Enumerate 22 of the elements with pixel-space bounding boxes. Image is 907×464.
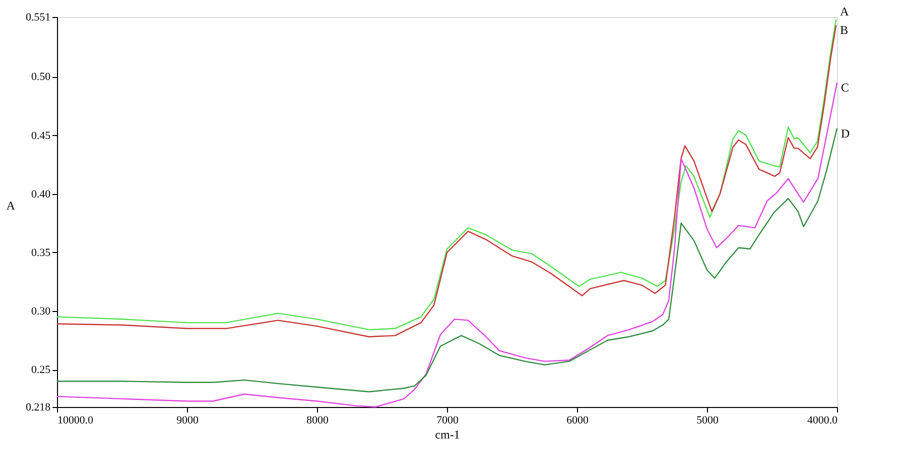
y-tick-label: 0.40 (31, 188, 51, 200)
y-tick-label: 0.551 (26, 12, 50, 24)
series-label: B (840, 23, 848, 38)
x-tick-label: 9000 (176, 414, 199, 426)
series-label: D (841, 126, 850, 140)
y-tick-label: 0.50 (31, 71, 51, 84)
x-axis-title: cm-1 (435, 428, 460, 442)
y-tick-label: 0.35 (31, 246, 51, 259)
x-tick-label: 5000 (696, 414, 719, 426)
y-axis-title: A (6, 198, 16, 212)
line-series (56, 128, 838, 392)
y-tick-label: 0.218 (26, 402, 51, 414)
y-tick-label: 0.25 (31, 364, 51, 376)
x-tick-label: 7000 (436, 414, 459, 426)
x-tick-label: 10000.0 (58, 414, 94, 426)
x-tick-label: 6000 (566, 414, 589, 426)
x-tick-label: 8000 (306, 414, 329, 426)
y-tick-label: 0.45 (31, 130, 51, 142)
y-tick-label: 0.30 (31, 305, 51, 318)
series-label: A (840, 4, 850, 18)
series-label: C (841, 80, 850, 95)
x-tick-label: 4000.0 (807, 414, 838, 426)
